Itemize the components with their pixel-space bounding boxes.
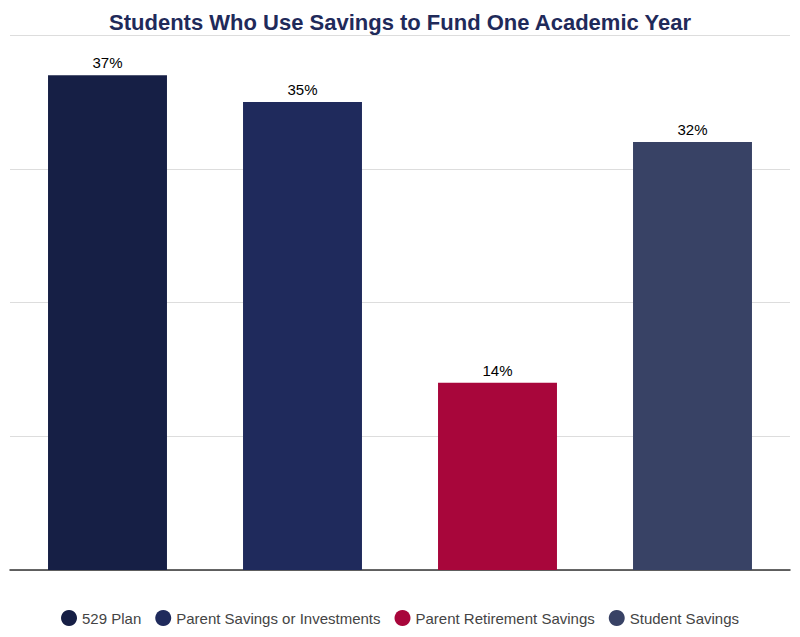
svg-text:Parent Savings or Investments: Parent Savings or Investments (176, 610, 380, 627)
svg-text:14%: 14% (482, 362, 512, 379)
svg-text:Students Who Use Savings to Fu: Students Who Use Savings to Fund One Aca… (109, 10, 691, 35)
svg-text:Student Savings: Student Savings (630, 610, 739, 627)
svg-text:37%: 37% (92, 54, 122, 71)
svg-text:Parent Retirement Savings: Parent Retirement Savings (415, 610, 594, 627)
svg-text:35%: 35% (287, 81, 317, 98)
svg-text:32%: 32% (677, 121, 707, 138)
svg-text:529 Plan: 529 Plan (82, 610, 141, 627)
